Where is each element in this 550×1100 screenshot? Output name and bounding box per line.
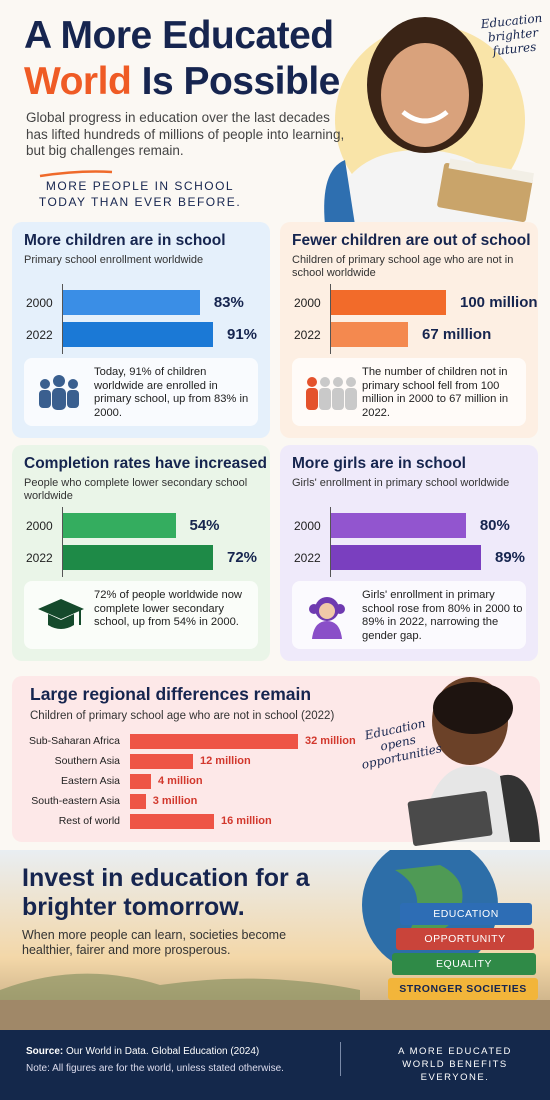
value-label: 83%	[213, 294, 244, 311]
chart-card: More children are in school Primary schoo…	[12, 222, 270, 438]
value-label: 32 million	[305, 735, 356, 747]
bar	[130, 754, 193, 769]
icon	[36, 372, 82, 417]
chart-card: Completion rates have increased People wh…	[12, 445, 270, 661]
axis-line	[330, 507, 331, 577]
bar	[331, 545, 481, 570]
value-label: 89%	[495, 549, 526, 566]
title-rest: Is Possible	[141, 60, 341, 103]
note-box: 72% of people worldwide now complete low…	[24, 581, 258, 649]
bar	[331, 322, 409, 347]
category-label: Rest of world	[58, 815, 120, 827]
chart-title: Completion rates have increased	[24, 455, 267, 472]
book: EDUCATION	[400, 903, 532, 925]
banner-text: When more people can learn, societies be…	[22, 928, 287, 957]
book: OPPORTUNITY	[396, 928, 534, 950]
category-label: Southern Asia	[54, 755, 120, 767]
year-label: 2000	[26, 519, 53, 533]
note-box: Today, 91% of children worldwide are enr…	[24, 358, 258, 426]
icon-art	[306, 377, 357, 410]
title-highlight: World	[24, 60, 132, 103]
chart-title: Large regional differences remain	[30, 684, 312, 704]
footer-note: Note: All figures are for the world, unl…	[26, 1063, 284, 1074]
chart-subtitle: Children of primary school age who are n…	[292, 254, 514, 279]
note-box: The number of children not in primary sc…	[292, 358, 526, 426]
badge: Education brighter futures	[480, 10, 543, 59]
source-label: Source:	[26, 1046, 64, 1057]
footer-source: Source: Our World in Data. Global Educat…	[26, 1046, 259, 1057]
chart-subtitle: Girls' enrollment in primary school worl…	[292, 477, 510, 489]
chart-title: More girls are in school	[292, 455, 466, 472]
bar	[331, 290, 446, 315]
category-label: Sub-Saharan Africa	[28, 735, 120, 747]
year-label: 2000	[294, 519, 321, 533]
footer	[0, 1030, 550, 1100]
value-label: 91%	[227, 326, 258, 343]
bar	[63, 322, 213, 347]
tagline: MORE PEOPLE IN SCHOOL TODAY THAN EVER BE…	[38, 179, 242, 209]
banner-title: Invest in education for a brighter tomor…	[22, 864, 310, 921]
chart-title: More children are in school	[24, 232, 226, 249]
value-label: 12 million	[200, 755, 251, 767]
chart-card: More girls are in school Girls' enrollmen…	[280, 445, 538, 661]
value-label: 67 million	[422, 326, 492, 343]
icon	[304, 372, 358, 417]
source-text: Our World in Data. Global Education (202…	[66, 1046, 260, 1057]
bar	[130, 794, 146, 809]
year-label: 2022	[26, 551, 53, 565]
bar	[331, 513, 466, 538]
year-label: 2000	[26, 296, 53, 310]
value-label: 100 million	[460, 294, 538, 311]
title-line-2: World Is Possible	[24, 60, 340, 104]
icon-art	[39, 375, 79, 410]
footer-divider	[340, 1042, 341, 1076]
bar	[130, 774, 151, 789]
icon-art	[38, 599, 84, 629]
subtitle: Global progress in education over the la…	[26, 110, 345, 158]
axis-line	[330, 284, 331, 354]
header-art	[39, 17, 535, 225]
chart-card: Fewer children are out of school Children…	[280, 222, 538, 438]
bar	[130, 734, 298, 749]
value-label: 4 million	[158, 775, 203, 787]
footer-slogan: A MORE EDUCATED WORLD BENEFITS EVERYONE.	[398, 1046, 512, 1083]
category-label: Eastern Asia	[61, 775, 120, 787]
value-label: 16 million	[221, 815, 272, 827]
year-label: 2000	[294, 296, 321, 310]
note-text: Today, 91% of children worldwide are enr…	[94, 366, 249, 419]
chart-subtitle: People who complete lower secondary scho…	[24, 477, 248, 502]
axis-line	[62, 284, 63, 354]
chart-title: Fewer children are out of school	[292, 232, 531, 249]
note-text: The number of children not in primary sc…	[362, 366, 509, 419]
book: STRONGER SOCIETIES	[388, 978, 538, 1000]
note-text: Girls' enrollment in primary school rose…	[362, 589, 523, 642]
title-line-1: A More Educated	[24, 14, 334, 57]
bar	[63, 290, 200, 315]
book: EQUALITY	[392, 953, 536, 975]
category-label: South-eastern Asia	[31, 795, 120, 807]
chart-subtitle: Primary school enrollment worldwide	[24, 254, 204, 266]
year-label: 2022	[294, 551, 321, 565]
child-art	[407, 677, 540, 846]
note-box: Girls' enrollment in primary school rose…	[292, 581, 526, 649]
axis-line	[62, 507, 63, 577]
value-label: 72%	[227, 549, 258, 566]
bar	[63, 545, 213, 570]
year-label: 2022	[294, 328, 321, 342]
year-label: 2022	[26, 328, 53, 342]
icon	[36, 595, 86, 640]
icon-art	[309, 597, 345, 639]
value-label: 3 million	[152, 795, 198, 807]
value-label: 54%	[189, 517, 220, 534]
bar	[130, 814, 214, 829]
note-text: 72% of people worldwide now complete low…	[94, 589, 243, 628]
value-label: 80%	[479, 517, 510, 534]
icon	[304, 595, 350, 644]
bar	[63, 513, 176, 538]
chart-subtitle: Children of primary school age who are n…	[30, 710, 335, 722]
